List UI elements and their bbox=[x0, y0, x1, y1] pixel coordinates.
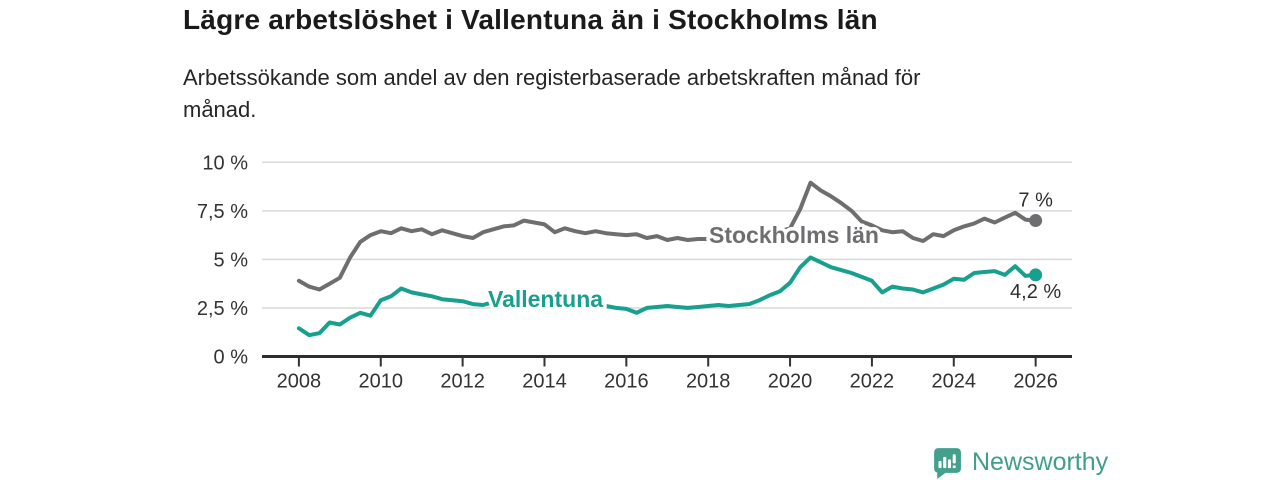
x-axis-tick-label: 2026 bbox=[1013, 371, 1058, 393]
x-axis-tick-label: 2014 bbox=[522, 371, 567, 393]
x-axis-tick-label: 2022 bbox=[850, 371, 895, 393]
brand-name: Newsworthy bbox=[972, 447, 1109, 476]
series-end-dot-vallentuna bbox=[1029, 268, 1043, 282]
exclamation-bar bbox=[952, 453, 956, 464]
x-axis-tick-label: 2018 bbox=[686, 371, 731, 393]
exclamation-dot bbox=[952, 464, 956, 468]
newsworthy-logo-icon bbox=[934, 447, 961, 479]
brand-footer: Newsworthy bbox=[930, 445, 1108, 479]
chart-title: Lägre arbetslöshet i Vallentuna än i Sto… bbox=[183, 4, 878, 35]
y-axis-tick-label: 5 % bbox=[214, 249, 249, 271]
x-axis-tick-label: 2016 bbox=[604, 371, 649, 393]
x-axis-tick-label: 2008 bbox=[277, 371, 322, 393]
bar-2 bbox=[943, 456, 947, 468]
y-axis-tick-label: 2,5 % bbox=[197, 298, 248, 320]
x-axis-tick-label: 2020 bbox=[768, 371, 813, 393]
y-axis-tick-label: 10 % bbox=[202, 152, 248, 174]
x-axis-tick-label: 2024 bbox=[932, 371, 977, 393]
series-line-stockholms-l-n bbox=[296, 180, 1038, 292]
y-axis-tick-label: 0 % bbox=[214, 347, 249, 369]
series-inline-label-vallentuna: Vallentuna bbox=[488, 286, 603, 312]
x-axis-tick-label: 2010 bbox=[359, 371, 404, 393]
unemployment-line-chart: 10 % 7,5 % 5 % 2,5 % 0 % 2008 2010 2012 2014 2016… bbox=[197, 152, 1072, 393]
series-end-value-label-stockholms-l-n: 7 % bbox=[1018, 190, 1053, 212]
series-inline-label-stockholms-l-n: Stockholms län bbox=[709, 222, 879, 248]
series-end-dot-stockholms-l-n bbox=[1029, 214, 1043, 228]
y-axis-tick-label: 7,5 % bbox=[197, 201, 248, 223]
series-line-vallentuna bbox=[296, 255, 1038, 338]
x-axis-tick-label: 2012 bbox=[440, 371, 485, 393]
bar-3 bbox=[947, 458, 952, 468]
series-end-value-label-vallentuna: 4,2 % bbox=[1010, 281, 1061, 303]
speech-bubble-shape bbox=[934, 447, 961, 479]
bar-1 bbox=[938, 460, 942, 468]
chart-subtitle: Arbetssökande som andel av den registerb… bbox=[183, 65, 921, 122]
